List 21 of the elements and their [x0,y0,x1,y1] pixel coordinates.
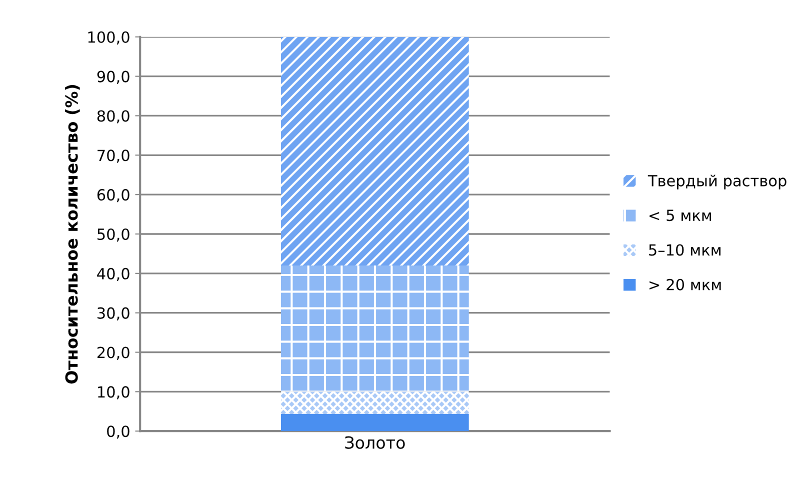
y-tick-label: 80,0 [97,110,130,124]
legend-label: < 5 мкм [650,210,712,222]
x-tick-label: Золото [345,436,405,449]
y-tick-label: 60,0 [97,189,130,202]
y-tick-label: 0,0 [107,426,130,439]
y-axis-title: Относительное количество (%) [64,85,80,384]
legend-label: 5–10 мкм [649,244,720,256]
y-tick-label: 100,0 [88,31,130,44]
y-tick-label: 30,0 [98,307,130,320]
bar [280,392,469,414]
y-tick-label: 40,0 [97,268,130,281]
y-tick-label: 70,0 [98,150,130,163]
bar [280,36,469,266]
y-tick-label: 90,0 [97,70,130,84]
legend-label: > 20 мкм [650,278,721,290]
y-tick-label: 10,0 [98,386,130,400]
legend-label: Твердый раствор [648,174,786,190]
y-tick-label: 20,0 [97,346,130,360]
bar [280,266,469,392]
y-tick-label: 50,0 [98,228,130,242]
bar [280,414,469,432]
